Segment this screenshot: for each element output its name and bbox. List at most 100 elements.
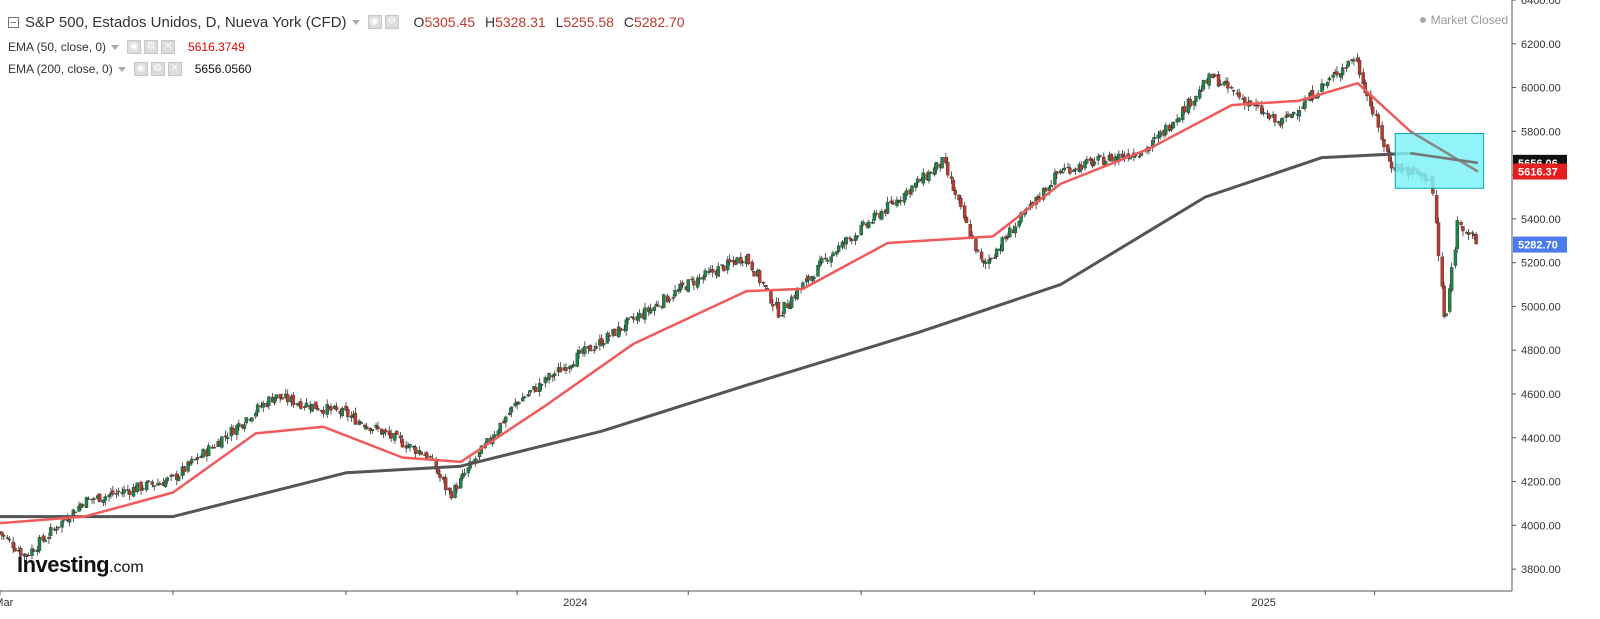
candle-body xyxy=(1041,187,1046,200)
symbol-settings-icon[interactable]: ⚙ xyxy=(384,15,399,29)
candle-body xyxy=(910,185,914,193)
ema50-visibility-icon[interactable]: ◉ xyxy=(127,40,142,54)
candle-body xyxy=(1188,99,1192,107)
candle-body xyxy=(976,249,980,252)
candle-body xyxy=(1370,106,1375,115)
symbol-visibility-icon[interactable]: ◉ xyxy=(367,15,382,29)
candle-body xyxy=(656,305,660,307)
candle-body xyxy=(1261,112,1266,114)
candle-body xyxy=(220,436,224,448)
candle-body xyxy=(37,537,42,551)
candle-body xyxy=(299,401,303,409)
candle-body xyxy=(588,344,593,352)
candle-body xyxy=(334,406,339,411)
price-tag-label: 5282.70 xyxy=(1518,240,1558,252)
ema50-legend-row: EMA (50, close, 0) ◉ ⚙ ✕ 5616.3749 xyxy=(8,36,685,58)
candle-body xyxy=(26,554,30,557)
candle-body xyxy=(618,327,623,331)
investing-watermark: Investing.com xyxy=(17,552,144,578)
candle-body xyxy=(569,365,574,368)
candle-body xyxy=(1357,59,1362,75)
candle-body xyxy=(329,406,333,411)
candle-body xyxy=(915,178,920,184)
candle-body xyxy=(1382,139,1386,148)
candle-body xyxy=(1276,121,1281,123)
candle-body xyxy=(673,290,677,297)
candle-body xyxy=(1436,222,1441,257)
candle-body xyxy=(885,201,890,214)
candle-body xyxy=(310,403,314,412)
candle-body xyxy=(1286,113,1290,117)
candle-body xyxy=(1098,155,1102,157)
candle-body xyxy=(114,493,119,495)
candle-body xyxy=(1171,121,1176,129)
candle-body xyxy=(242,424,247,429)
candle-body xyxy=(1265,112,1270,115)
candle-body xyxy=(321,409,326,414)
ema50-settings-icon[interactable]: ⚙ xyxy=(144,40,159,54)
candle-body xyxy=(564,367,568,371)
candle-body xyxy=(1449,267,1454,291)
low-label: L xyxy=(555,14,564,30)
candle-body xyxy=(630,316,634,318)
ema50-remove-icon[interactable]: ✕ xyxy=(161,40,176,54)
candle-body xyxy=(498,422,502,433)
candle-body xyxy=(1047,186,1051,191)
market-status-dot-icon xyxy=(1419,17,1426,23)
ema200-visibility-icon[interactable]: ◉ xyxy=(133,62,148,76)
ema50-dropdown-icon[interactable] xyxy=(111,44,120,50)
candle-body xyxy=(994,248,999,257)
candle-body xyxy=(934,162,939,170)
candle-body xyxy=(135,482,139,492)
candle-body xyxy=(1335,71,1339,76)
candle-body xyxy=(1117,153,1121,160)
candle-body xyxy=(425,452,429,459)
candle-body xyxy=(30,548,34,557)
collapse-legend-icon[interactable] xyxy=(8,16,19,28)
ema200-line-tail xyxy=(1410,151,1479,165)
candle-body xyxy=(158,483,162,485)
ema200-legend-row: EMA (200, close, 0) ◉ ⚙ ✕ 5656.0560 xyxy=(8,58,685,80)
candle-body xyxy=(701,277,705,280)
candle-body xyxy=(103,496,108,501)
ema200-settings-icon[interactable]: ⚙ xyxy=(150,62,165,76)
y-tick-label: 4600.00 xyxy=(1521,389,1561,401)
candle-body xyxy=(255,404,260,413)
candle-body xyxy=(1072,169,1076,172)
candle-body xyxy=(1340,67,1345,76)
candle-body xyxy=(261,402,265,408)
candle-body xyxy=(1164,124,1168,135)
y-tick-label: 4800.00 xyxy=(1521,345,1561,357)
candle-body xyxy=(86,498,91,500)
candle-body xyxy=(558,367,563,373)
candle-body xyxy=(190,458,194,464)
candle-body xyxy=(1442,285,1446,317)
candle-body xyxy=(921,172,925,184)
y-tick-label: 6400.00 xyxy=(1521,0,1561,7)
ema200-dropdown-icon[interactable] xyxy=(117,66,126,72)
candle-body xyxy=(5,537,10,539)
candle-body xyxy=(1049,184,1053,188)
candle-body xyxy=(1389,161,1394,169)
candle-body xyxy=(7,538,12,541)
candle-body xyxy=(686,279,690,292)
candle-body xyxy=(314,401,318,409)
ema200-line xyxy=(0,151,1479,519)
symbol-dropdown-icon[interactable] xyxy=(351,19,360,25)
candle-body xyxy=(340,407,344,417)
ema200-remove-icon[interactable]: ✕ xyxy=(167,62,182,76)
candle-body xyxy=(835,251,839,255)
candle-body xyxy=(1137,156,1142,158)
candle-body xyxy=(626,317,630,321)
candle-body xyxy=(829,256,833,263)
price-tag-box xyxy=(1513,236,1567,253)
candle-body xyxy=(1459,222,1463,225)
candle-body xyxy=(583,346,587,354)
candle-body xyxy=(1199,90,1204,92)
candle-body xyxy=(534,387,538,392)
candle-body xyxy=(60,520,64,528)
candle-body xyxy=(1273,114,1277,123)
candle-body xyxy=(1030,201,1035,204)
